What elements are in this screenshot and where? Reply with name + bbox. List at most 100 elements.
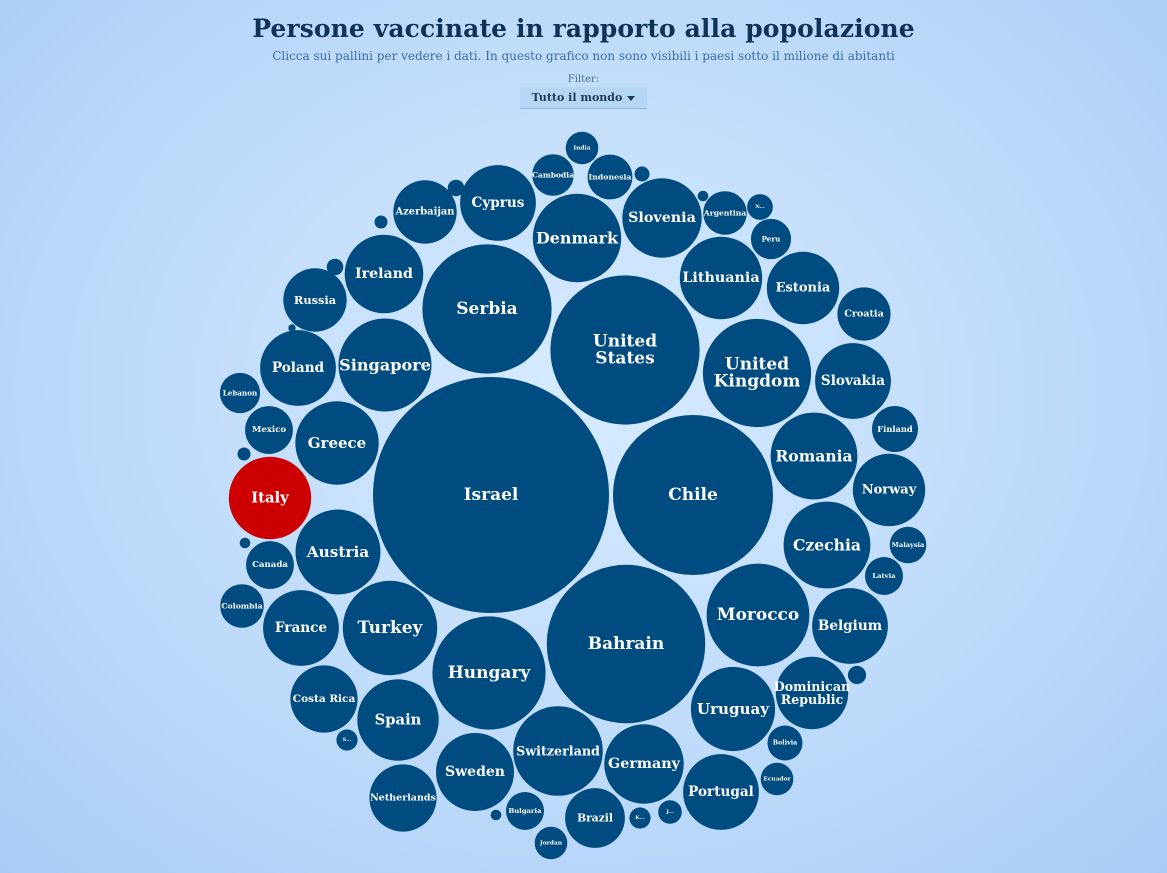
bubble-circle[interactable] [490,809,502,821]
bubble-circle[interactable] [837,287,891,341]
bubble-bubble-60[interactable] [237,447,251,461]
bubble-india[interactable]: India [565,131,599,165]
bubble-circle[interactable] [587,154,633,200]
bubble-peru[interactable]: Peru [750,218,792,260]
bubble-circle[interactable] [565,131,599,165]
bubble-bubble-63[interactable] [374,215,388,229]
bubble-circle[interactable] [369,764,437,832]
bubble-circle[interactable] [783,501,871,589]
bubble-circle[interactable] [295,509,381,595]
bubble-circle[interactable] [513,706,603,796]
bubble-italy[interactable]: Italy [228,456,312,540]
bubble-lithuania[interactable]: Lithuania [679,236,763,320]
bubble-mexico[interactable]: Mexico [245,406,293,454]
bubble-costa-rica[interactable]: Costa Rica [290,665,358,733]
bubble-estonia[interactable]: Estonia [766,251,840,325]
bubble-uruguay[interactable]: Uruguay [690,666,776,752]
bubble-canada[interactable]: Canada [246,541,294,589]
bubble-colombia[interactable]: Colombia [220,584,264,628]
bubble-circle[interactable] [683,754,759,830]
bubble-circle[interactable] [865,557,903,595]
bubble-bubble-68[interactable] [288,324,296,332]
bubble-circle[interactable] [393,180,457,244]
bubble-circle[interactable] [767,725,803,761]
bubble-circle[interactable] [747,194,773,220]
bubble-circle[interactable] [336,729,358,751]
bubble-russia[interactable]: Russia [283,268,347,332]
bubble-circle[interactable] [634,166,650,182]
bubble-hungary[interactable]: Hungary [432,616,546,730]
bubble-poland[interactable]: Poland [260,330,336,406]
bubble-bulgaria[interactable]: Bulgaria [506,792,544,830]
bubble-indonesia[interactable]: Indonesia [587,154,633,200]
bubble-circle[interactable] [852,453,926,527]
bubble-ecuador[interactable]: Ecuador [760,762,794,796]
bubble-circle[interactable] [658,800,682,824]
bubble-circle[interactable] [263,590,339,666]
bubble-circle[interactable] [219,372,261,414]
bubble-circle[interactable] [565,788,625,848]
bubble-serbia[interactable]: Serbia [422,244,552,374]
bubble-circle[interactable] [613,415,773,575]
bubble-circle[interactable] [326,258,344,276]
bubble-finland[interactable]: Finland [872,406,918,452]
filter-dropdown[interactable]: Tutto il mondo [519,87,648,109]
bubble-lebanon[interactable]: Lebanon [219,372,261,414]
bubble-ireland[interactable]: Ireland [344,234,424,314]
bubble-belgium[interactable]: Belgium [812,588,888,664]
bubble-jordan[interactable]: Jordan [534,826,568,860]
bubble-circle[interactable] [815,343,891,419]
bubble-j[interactable]: J... [658,800,682,824]
bubble-n[interactable]: N... [747,194,773,220]
bubble-cambodia[interactable]: Cambodia [532,154,574,196]
bubble-circle[interactable] [460,165,536,241]
bubble-circle[interactable] [550,275,700,425]
bubble-circle[interactable] [290,665,358,733]
bubble-bubble-62[interactable] [634,166,650,182]
bubble-circle[interactable] [604,724,684,804]
bubble-bubble-66[interactable] [490,809,502,821]
bubble-latvia[interactable]: Latvia [865,557,903,595]
bubble-bolivia[interactable]: Bolivia [767,725,803,761]
bubble-bubble-67[interactable] [697,190,709,202]
bubble-circle[interactable] [288,324,296,332]
bubble-circle[interactable] [690,666,776,752]
bubble-circle[interactable] [629,807,651,829]
bubble-switzerland[interactable]: Switzerland [513,706,603,796]
bubble-circle[interactable] [342,580,438,676]
bubble-germany[interactable]: Germany [604,724,684,804]
bubble-circle[interactable] [775,656,849,730]
bubble-chile[interactable]: Chile [613,415,773,575]
bubble-circle[interactable] [750,218,792,260]
bubble-circle[interactable] [889,526,927,564]
bubble-circle[interactable] [702,318,812,428]
bubble-circle[interactable] [532,154,574,196]
bubble-circle[interactable] [344,234,424,314]
bubble-circle[interactable] [432,616,546,730]
bubble-argentina[interactable]: Argentina [703,191,747,235]
bubble-singapore[interactable]: Singapore [338,318,432,412]
bubble-malaysia[interactable]: Malaysia [889,526,927,564]
bubble-circle[interactable] [260,330,336,406]
bubble-circle[interactable] [374,215,388,229]
bubble-cyprus[interactable]: Cyprus [460,165,536,241]
bubble-spain[interactable]: Spain [357,679,439,761]
bubble-turkey[interactable]: Turkey [342,580,438,676]
bubble-azerbaijan[interactable]: Azerbaijan [393,180,457,244]
bubble-s[interactable]: S... [336,729,358,751]
bubble-circle[interactable] [447,179,465,197]
bubble-circle[interactable] [872,406,918,452]
bubble-circle[interactable] [697,190,709,202]
bubble-circle[interactable] [357,679,439,761]
bubble-k[interactable]: K... [629,807,651,829]
bubble-slovenia[interactable]: Slovenia [622,178,702,258]
bubble-israel[interactable]: Israel [373,377,609,613]
bubble-circle[interactable] [622,178,702,258]
bubble-circle[interactable] [436,733,514,811]
bubble-circle[interactable] [220,584,264,628]
bubble-denmark[interactable]: Denmark [532,193,622,283]
bubble-greece[interactable]: Greece [295,401,379,485]
bubble-france[interactable]: France [263,590,339,666]
bubble-portugal[interactable]: Portugal [683,754,759,830]
bubble-norway[interactable]: Norway [852,453,926,527]
